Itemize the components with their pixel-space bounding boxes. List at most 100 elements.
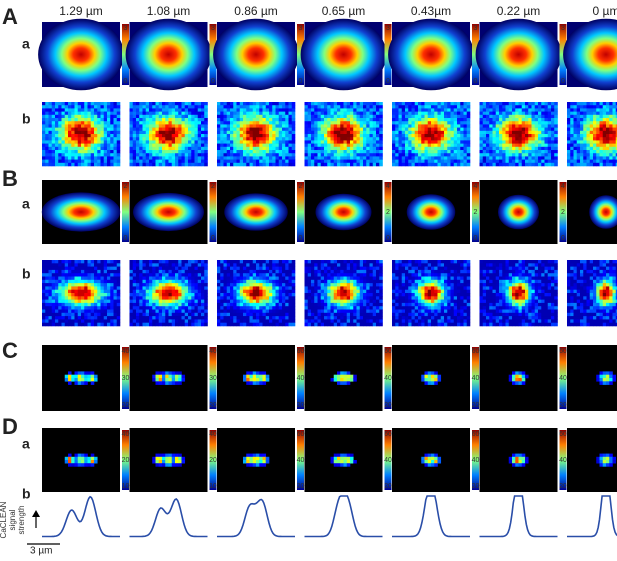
heatmap-pixel [253, 115, 257, 119]
heatmap-pixel [289, 147, 293, 151]
heatmap-pixel [460, 118, 464, 122]
heatmap-pixel [324, 134, 328, 138]
heatmap-pixel [282, 306, 286, 310]
heatmap-pixel [425, 156, 429, 160]
heatmap-pixel [250, 153, 254, 157]
heatmap-pixel [373, 102, 377, 106]
heatmap-pixel [259, 260, 263, 264]
heatmap-pixel [535, 128, 539, 132]
heatmap-pixel [159, 115, 163, 119]
heatmap-pixel [149, 303, 153, 307]
heatmap-pixel [68, 160, 72, 164]
heatmap-pixel [78, 277, 82, 281]
heatmap-pixel [318, 303, 322, 307]
heatmap-pixel [169, 293, 173, 297]
heatmap-pixel [65, 293, 69, 297]
heatmap-pixel [311, 267, 315, 271]
heatmap-pixel [175, 267, 179, 271]
heatmap-pixel [276, 267, 280, 271]
heatmap-pixel [246, 319, 250, 323]
heatmap-pixel [233, 128, 237, 132]
heatmap-pixel [81, 144, 85, 148]
heatmap-pixel [107, 108, 111, 112]
heatmap-pixel [314, 108, 318, 112]
heatmap-pixel [253, 277, 257, 281]
heatmap-pixel [431, 112, 435, 116]
heatmap-pixel [363, 134, 367, 138]
heatmap-pixel [220, 140, 224, 144]
heatmap-pixel [52, 134, 56, 138]
heatmap-pixel [62, 163, 66, 167]
heatmap-pixel [156, 150, 160, 154]
heatmap-pixel [91, 124, 95, 128]
heatmap-pixel [201, 108, 205, 112]
heatmap-pixel [88, 121, 92, 125]
heatmap-pixel [169, 283, 173, 287]
heatmap-pixel [81, 313, 85, 317]
heatmap-pixel [282, 273, 286, 277]
heatmap-pixel [357, 105, 361, 109]
heatmap-pixel [545, 163, 549, 167]
heatmap-pixel [418, 150, 422, 154]
heatmap-pixel [117, 156, 121, 160]
heatmap-pixel [603, 102, 607, 106]
heatmap-pixel [256, 118, 260, 122]
heatmap-pixel [169, 144, 173, 148]
heatmap-pixel [272, 163, 276, 167]
heatmap-pixel [62, 277, 66, 281]
heatmap-pixel [250, 277, 254, 281]
heatmap-pixel [250, 313, 254, 317]
heatmap-pixel [224, 112, 228, 116]
heatmap-pixel [480, 128, 484, 132]
heatmap-pixel [58, 156, 62, 160]
heatmap-pixel [480, 134, 484, 138]
heatmap-pixel [52, 286, 56, 290]
heatmap-pixel [88, 115, 92, 119]
heatmap-pixel [379, 102, 383, 106]
heatmap-pixel [269, 137, 273, 141]
heatmap-pixel [548, 137, 552, 141]
heatmap-pixel [321, 128, 325, 132]
heatmap-pixel [81, 260, 85, 264]
heatmap-pixel [136, 124, 140, 128]
heatmap-pixel [399, 121, 403, 125]
heatmap-pixel [554, 134, 558, 138]
heatmap-pixel [538, 144, 542, 148]
heatmap-pixel [305, 316, 309, 320]
heatmap-pixel [467, 108, 471, 112]
heatmap-pixel [282, 280, 286, 284]
heatmap-pixel [198, 156, 202, 160]
heatmap-pixel [292, 323, 296, 327]
heatmap-pixel [376, 105, 380, 109]
heatmap-pixel [512, 153, 516, 157]
heatmap-pixel [308, 293, 312, 297]
heatmap-pixel [334, 128, 338, 132]
heatmap-pixel [480, 131, 484, 135]
heatmap-pixel [104, 160, 108, 164]
heatmap-pixel [68, 316, 72, 320]
heatmap-pixel [613, 124, 617, 128]
heatmap-pixel [276, 144, 280, 148]
heatmap-pixel [133, 163, 137, 167]
heatmap-pixel [71, 115, 75, 119]
heatmap-pixel [94, 140, 98, 144]
heatmap-pixel [55, 134, 59, 138]
heatmap-pixel [379, 156, 383, 160]
heatmap-pixel [246, 102, 250, 106]
heatmap-pixel [447, 128, 451, 132]
heatmap-pixel [65, 118, 69, 122]
heatmap-pixel [133, 306, 137, 310]
heatmap-pixel [81, 140, 85, 144]
heatmap-pixel [344, 156, 348, 160]
heatmap-pixel [130, 303, 134, 307]
heatmap-pixel [489, 153, 493, 157]
heatmap-pixel [425, 134, 429, 138]
heatmap-pixel [438, 153, 442, 157]
heatmap-pixel [609, 131, 613, 135]
heatmap-pixel [451, 108, 455, 112]
heatmap-pixel [502, 147, 506, 151]
heatmap-pixel [360, 137, 364, 141]
heatmap-pixel [541, 160, 545, 164]
heatmap-pixel [370, 153, 374, 157]
heatmap-pixel [227, 121, 231, 125]
